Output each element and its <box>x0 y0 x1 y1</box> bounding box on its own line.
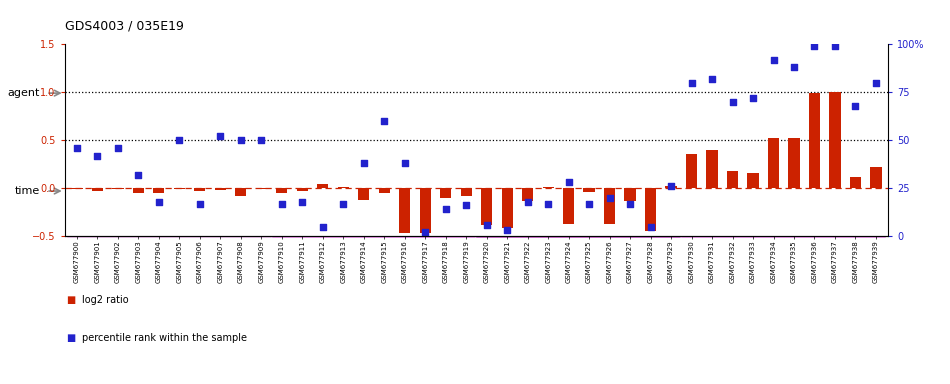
Bar <box>461 188 472 196</box>
Text: control: control <box>151 186 187 196</box>
Point <box>438 206 453 212</box>
Bar <box>272 144 476 238</box>
Bar <box>624 188 636 200</box>
Point <box>69 145 85 151</box>
Point <box>254 137 269 143</box>
Bar <box>133 188 144 193</box>
Point <box>131 172 146 178</box>
Text: GDS4003 / 035E19: GDS4003 / 035E19 <box>65 20 183 33</box>
Point <box>192 200 207 207</box>
Point <box>213 133 228 139</box>
Point <box>315 223 331 230</box>
Bar <box>788 138 800 188</box>
Bar <box>870 167 882 188</box>
Point <box>418 229 433 235</box>
Bar <box>420 188 431 233</box>
Bar <box>748 173 759 188</box>
Point <box>602 195 618 201</box>
Point <box>275 200 290 207</box>
Text: untreated: untreated <box>143 88 195 98</box>
Bar <box>829 92 841 188</box>
Bar <box>604 188 616 223</box>
Text: ■: ■ <box>66 295 76 305</box>
Point <box>561 179 577 185</box>
Bar <box>256 188 267 189</box>
Point <box>746 95 761 101</box>
Bar <box>71 188 83 189</box>
Bar <box>272 46 886 140</box>
Point <box>335 200 351 207</box>
Bar <box>112 188 124 189</box>
Point <box>847 103 863 109</box>
Point <box>376 118 391 124</box>
Point <box>500 227 515 233</box>
Point <box>397 160 412 166</box>
Point <box>868 79 884 86</box>
Point <box>663 183 678 189</box>
Point <box>725 99 740 105</box>
Bar <box>808 93 820 188</box>
Point <box>356 160 371 166</box>
Bar <box>215 188 226 190</box>
Bar <box>768 138 779 188</box>
Point <box>787 64 802 70</box>
Bar <box>337 187 349 188</box>
Bar <box>476 144 681 238</box>
Point <box>705 76 720 82</box>
Bar <box>153 188 164 193</box>
Bar <box>681 144 886 238</box>
Bar <box>502 188 513 228</box>
Bar <box>358 188 370 200</box>
Text: cyclophosphamide: cyclophosphamide <box>530 88 628 98</box>
Bar <box>481 188 492 225</box>
Bar <box>317 184 329 188</box>
Bar <box>563 188 574 223</box>
Bar <box>522 188 533 200</box>
Bar <box>66 144 272 238</box>
Bar <box>686 154 697 188</box>
Point <box>294 199 310 205</box>
Point <box>827 43 843 49</box>
Bar <box>236 188 246 196</box>
Text: time: time <box>15 186 40 196</box>
Bar <box>379 188 389 193</box>
Point <box>110 145 125 151</box>
Bar <box>665 186 676 188</box>
Point <box>581 200 597 207</box>
Text: 2 days: 2 days <box>561 186 596 196</box>
Bar <box>727 171 738 188</box>
Point <box>233 137 248 143</box>
Bar <box>66 46 272 140</box>
Text: log2 ratio: log2 ratio <box>82 295 128 305</box>
Point <box>684 79 699 86</box>
Bar <box>174 188 185 189</box>
Point <box>622 200 637 207</box>
Text: 1 day: 1 day <box>359 186 389 196</box>
Point <box>151 199 166 205</box>
Point <box>766 56 781 63</box>
Bar <box>276 188 288 193</box>
Point <box>479 222 494 228</box>
Bar <box>440 188 451 198</box>
Bar <box>583 188 595 192</box>
Bar <box>92 188 103 191</box>
Point <box>520 199 535 205</box>
Point <box>90 152 105 159</box>
Text: percentile rank within the sample: percentile rank within the sample <box>82 333 247 343</box>
Bar <box>296 188 308 191</box>
Point <box>643 223 658 230</box>
Bar <box>399 188 410 233</box>
Bar <box>194 188 205 191</box>
Bar <box>542 187 554 188</box>
Bar <box>645 188 656 231</box>
Text: agent: agent <box>8 88 40 98</box>
Point <box>172 137 187 143</box>
Text: ■: ■ <box>66 333 76 343</box>
Bar <box>850 177 861 188</box>
Point <box>541 200 556 207</box>
Text: 5 days: 5 days <box>767 186 801 196</box>
Point <box>459 202 474 209</box>
Point <box>807 43 822 49</box>
Bar <box>707 150 717 188</box>
